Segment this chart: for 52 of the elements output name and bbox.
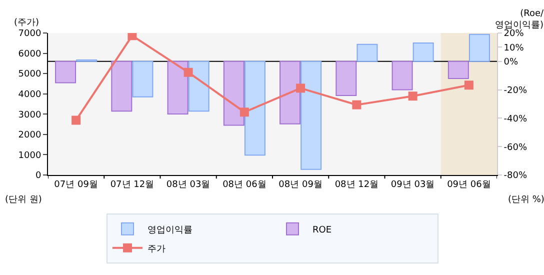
bar	[300, 60, 322, 170]
x-tick-label: 08년 06월	[222, 180, 266, 190]
y-tick-label: 1000	[18, 150, 42, 161]
y2-tick-label: -40%	[504, 114, 528, 124]
bar	[392, 60, 413, 90]
bar	[468, 34, 490, 62]
y-tick-label: 3000	[18, 110, 42, 120]
point	[296, 84, 306, 93]
bar	[223, 60, 244, 126]
y-tick-label: 6000	[18, 49, 42, 60]
point	[72, 116, 81, 125]
legend-label: 주가	[148, 244, 166, 254]
point	[464, 80, 474, 90]
bar	[167, 60, 188, 114]
y2-tick-label: 0%	[504, 58, 519, 68]
y2-tick-label: -60%	[504, 142, 528, 153]
y2-tick-label: 20%	[504, 29, 524, 40]
x-tick-label: 08년 12월	[334, 180, 379, 190]
x-tick-label: 09년 06월	[447, 180, 491, 190]
x-tick-label: 08년 09월	[278, 180, 322, 190]
bar	[412, 42, 434, 62]
y-tick-label: 2000	[18, 130, 42, 141]
y2-tick-label: -20%	[504, 86, 528, 96]
point	[408, 92, 418, 101]
bar	[244, 60, 266, 156]
text: (단위 원)	[5, 195, 42, 205]
y2-tick-label: 10%	[504, 43, 524, 54]
y-tick-label: 7000	[18, 29, 42, 40]
y-axis-title: (주가)	[14, 18, 40, 28]
x-tick-label: 09년 03월	[390, 180, 435, 190]
point	[352, 100, 362, 110]
point	[128, 33, 137, 40]
y-tick-label: 5000	[18, 70, 42, 80]
bar	[280, 60, 301, 124]
bar	[448, 60, 469, 79]
y2-tick-label: -80%	[504, 171, 528, 182]
x-tick-label: 07년 12월	[110, 180, 154, 190]
bar	[132, 60, 154, 98]
bar	[111, 60, 132, 112]
point	[184, 68, 193, 77]
bar	[55, 60, 76, 84]
x-tick-label: 08년 03월	[166, 180, 210, 190]
bar	[356, 44, 378, 62]
y-tick-label: 0	[35, 171, 42, 182]
legend-label: ROE	[312, 225, 332, 236]
legend-label: 영업이익률	[148, 225, 192, 236]
bar	[188, 60, 210, 112]
point	[240, 108, 249, 117]
text: (단위 %)	[508, 195, 544, 205]
bar	[336, 60, 357, 96]
x-tick-label: 07년 09월	[54, 180, 98, 190]
y-tick-label: 4000	[18, 90, 42, 100]
